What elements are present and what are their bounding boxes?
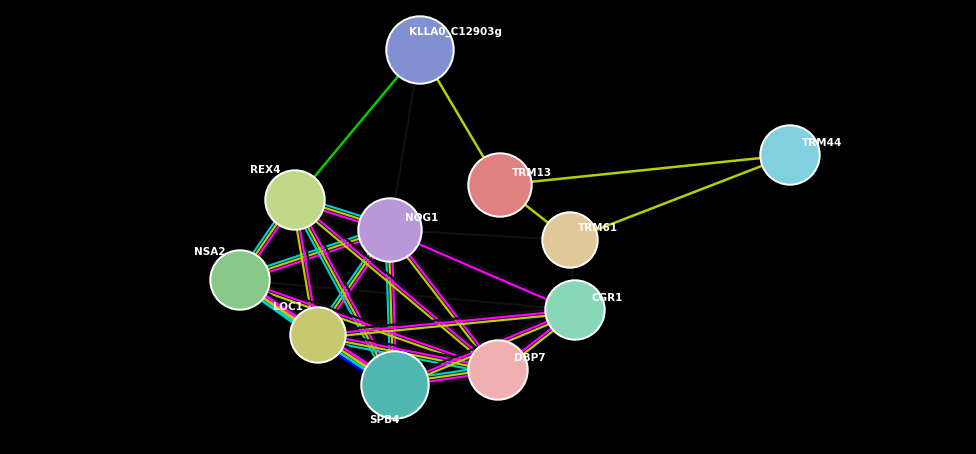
Text: LOC1: LOC1 [273,302,303,312]
Circle shape [760,125,820,185]
Text: DBP7: DBP7 [514,353,546,363]
Circle shape [363,353,427,417]
Circle shape [210,250,270,310]
Circle shape [470,342,526,398]
Circle shape [545,280,605,340]
Circle shape [265,170,325,230]
Text: NOG1: NOG1 [405,213,438,223]
Circle shape [547,282,603,338]
Circle shape [468,340,528,400]
Circle shape [468,153,532,217]
Circle shape [212,252,268,308]
Circle shape [386,16,454,84]
Text: TRM61: TRM61 [578,223,618,233]
Circle shape [542,212,598,268]
Text: KLLA0_C12903g: KLLA0_C12903g [409,27,502,37]
Circle shape [267,172,323,228]
Circle shape [470,155,530,215]
Circle shape [358,198,422,262]
Text: TRM44: TRM44 [802,138,842,148]
Circle shape [290,307,346,363]
Circle shape [361,351,429,419]
Circle shape [762,127,818,183]
Text: NSA2: NSA2 [194,247,225,257]
Circle shape [544,214,596,266]
Circle shape [388,18,452,82]
Text: REX4: REX4 [250,165,280,175]
Text: TRM13: TRM13 [512,168,552,178]
Circle shape [292,309,344,361]
Text: CGR1: CGR1 [591,293,623,303]
Text: SPB4: SPB4 [370,415,400,425]
Circle shape [360,200,420,260]
